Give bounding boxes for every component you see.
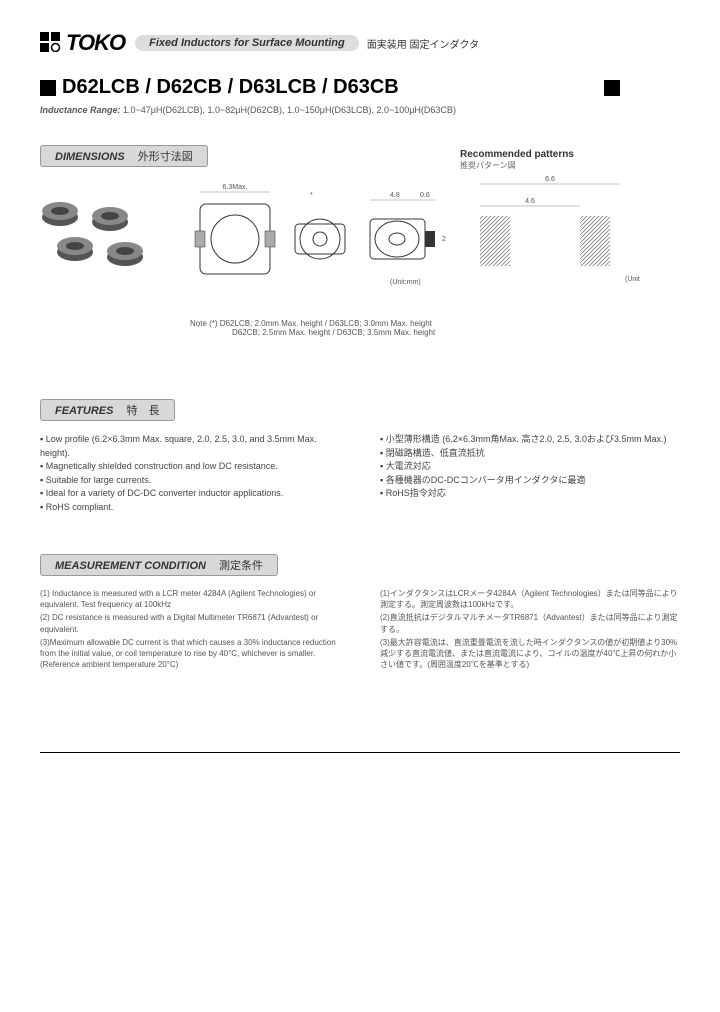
svg-text:6.2Max.: 6.2Max. bbox=[190, 226, 192, 251]
header: TOKO Fixed Inductors for Surface Mountin… bbox=[40, 30, 680, 56]
measurement-item: (2) DC resistance is measured with a Dig… bbox=[40, 612, 340, 634]
measurement-item: (3)Maximum allowable DC current is that … bbox=[40, 637, 340, 671]
section-title: MEASUREMENT CONDITION bbox=[55, 560, 206, 572]
svg-text:*: * bbox=[310, 192, 313, 199]
logo-icon bbox=[40, 32, 62, 55]
measurement-item: (3)最大許容電流は、直流重畳電流を流した時インダクタンスの値が初期値より30%… bbox=[380, 637, 680, 671]
measurement-jp: (1)インダクタンスはLCRメータ4284A（Agilent Technolog… bbox=[380, 588, 680, 672]
range-text: 1.0~47μH(D62LCB), 1.0~82μH(D62CB), 1.0~1… bbox=[123, 105, 456, 115]
svg-text:0.6: 0.6 bbox=[420, 192, 430, 199]
section-title: DIMENSIONS bbox=[55, 151, 125, 163]
section-title-jp: 測定条件 bbox=[219, 560, 263, 572]
section-dimensions: DIMENSIONS 外形寸法図 bbox=[40, 145, 208, 167]
features-list-jp: 小型薄形構造 (6.2×6.3mm角Max. 高さ2.0, 2.5, 3.0およ… bbox=[380, 433, 680, 501]
svg-text:2: 2 bbox=[442, 236, 446, 243]
title-row: D62LCB / D62CB / D63LCB / D63CB bbox=[40, 76, 680, 99]
dimension-note: Note (*) D62LCB; 2.0mm Max. height / D63… bbox=[190, 319, 435, 337]
svg-text:(Unit:mm): (Unit:mm) bbox=[625, 276, 640, 283]
brand-logo: TOKO bbox=[66, 30, 125, 56]
range-label: Inductance Range: bbox=[40, 105, 121, 115]
rec-jp: 推奨パターン図 bbox=[460, 160, 660, 171]
feature-item: Low profile (6.2×6.3mm Max. square, 2.0,… bbox=[40, 433, 340, 460]
svg-text:4.8: 4.8 bbox=[390, 192, 400, 199]
svg-text:6.6: 6.6 bbox=[545, 176, 555, 183]
chip-image bbox=[90, 204, 130, 232]
section-features: FEATURES 特 長 bbox=[40, 399, 175, 421]
svg-text:6.3Max.: 6.3Max. bbox=[223, 184, 248, 191]
section-title-jp: 外形寸法図 bbox=[138, 151, 193, 163]
section-measurement: MEASUREMENT CONDITION 測定条件 bbox=[40, 554, 278, 576]
measurement-columns: (1) Inductance is measured with a LCR me… bbox=[40, 588, 680, 672]
svg-text:4.6: 4.6 bbox=[525, 198, 535, 205]
title-marker-right bbox=[604, 80, 620, 96]
feature-item: RoHS compliant. bbox=[40, 501, 340, 515]
chip-image bbox=[40, 199, 80, 227]
section-title: FEATURES bbox=[55, 405, 113, 417]
section-title-jp: 特 長 bbox=[127, 405, 160, 417]
feature-item: RoHS指令対応 bbox=[380, 487, 680, 501]
feature-item: 大電流対応 bbox=[380, 460, 680, 474]
header-subtitle-jp: 面実装用 固定インダクタ bbox=[367, 36, 479, 51]
inductance-range: Inductance Range: 1.0~47μH(D62LCB), 1.0~… bbox=[40, 105, 680, 115]
svg-text:(Unit:mm): (Unit:mm) bbox=[390, 279, 421, 286]
recommended-patterns: Recommended patterns 推奨パターン図 6.6 4.6 (Un… bbox=[460, 149, 660, 294]
technical-drawings: 6.3Max. 6.2Max. * 4.8 0.6 2 (Unit:mm) bbox=[190, 179, 470, 312]
features-list-en: Low profile (6.2×6.3mm Max. square, 2.0,… bbox=[40, 433, 340, 514]
dimensions-area: Recommended patterns 推奨パターン図 6.6 4.6 (Un… bbox=[40, 179, 680, 379]
feature-item: Magnetically shielded construction and l… bbox=[40, 460, 340, 474]
footer-divider bbox=[40, 752, 680, 753]
measurement-item: (2)直流抵抗はデジタルマルチメータTR6871（Advantest）または同等… bbox=[380, 612, 680, 634]
feature-item: 小型薄形構造 (6.2×6.3mm角Max. 高さ2.0, 2.5, 3.0およ… bbox=[380, 433, 680, 447]
feature-item: 各種機器のDC-DCコンバータ用インダクタに最適 bbox=[380, 474, 680, 488]
header-subtitle: Fixed Inductors for Surface Mounting bbox=[135, 35, 359, 51]
feature-item: 閉磁路構造、低直流抵抗 bbox=[380, 447, 680, 461]
chip-image bbox=[55, 234, 95, 262]
measurement-item: (1)インダクタンスはLCRメータ4284A（Agilent Technolog… bbox=[380, 588, 680, 610]
note-line: Note (*) D62LCB; 2.0mm Max. height / D63… bbox=[190, 319, 435, 328]
pattern-drawing: 6.6 4.6 (Unit:mm) bbox=[460, 171, 640, 291]
feature-item: Suitable for large currents. bbox=[40, 474, 340, 488]
measurement-item: (1) Inductance is measured with a LCR me… bbox=[40, 588, 340, 610]
features-columns: Low profile (6.2×6.3mm Max. square, 2.0,… bbox=[40, 433, 680, 514]
title-marker-left bbox=[40, 80, 56, 96]
feature-item: Ideal for a variety of DC-DC converter i… bbox=[40, 487, 340, 501]
measurement-en: (1) Inductance is measured with a LCR me… bbox=[40, 588, 340, 672]
chip-image bbox=[105, 239, 145, 267]
rec-title: Recommended patterns bbox=[460, 149, 660, 160]
product-title: D62LCB / D62CB / D63LCB / D63CB bbox=[62, 76, 399, 99]
note-line: D62CB; 2.5mm Max. height / D63CB; 3.5mm … bbox=[232, 328, 435, 337]
